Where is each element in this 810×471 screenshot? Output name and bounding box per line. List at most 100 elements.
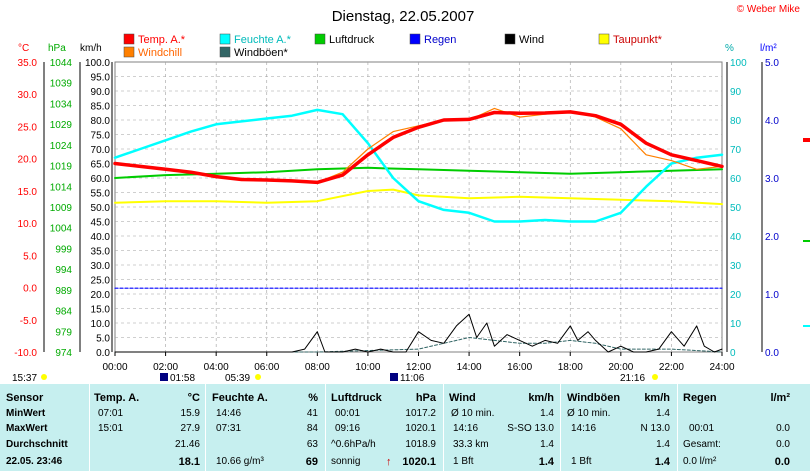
tick-label: 100 bbox=[730, 58, 747, 69]
temp-min-time: 07:01 bbox=[98, 408, 124, 419]
wind-max-time: 14:16 bbox=[453, 423, 479, 434]
temp-max-value: 27.9 bbox=[180, 423, 200, 434]
tick-label: 994 bbox=[55, 265, 72, 276]
legend-swatch bbox=[504, 33, 516, 45]
temp-avg-value: 21.46 bbox=[174, 439, 200, 450]
tick-label: 60.0 bbox=[91, 174, 111, 185]
tick-label: 25.0 bbox=[91, 276, 111, 287]
weather-chart: Dienstag, 22.05.2007 © Weber Mike Temp. … bbox=[12, 4, 810, 384]
tick-label: 50.0 bbox=[91, 203, 111, 214]
press-unit-label: hPa bbox=[48, 43, 66, 54]
tick-label: 974 bbox=[55, 348, 72, 359]
series-feuchte-a bbox=[113, 108, 724, 223]
x-tick-label: 00:00 bbox=[102, 362, 127, 373]
tick-label: 35.0 bbox=[91, 247, 111, 258]
sun-moon-times: 15:37 01:58 05:39 11:06 21:16 bbox=[12, 373, 658, 384]
hum-unit-label: % bbox=[725, 43, 734, 54]
legend-label: Temp. A.* bbox=[138, 34, 186, 46]
tick-label: 999 bbox=[55, 244, 72, 255]
legend-label: Feuchte A.* bbox=[234, 34, 292, 46]
tick-label: 100.0 bbox=[85, 58, 110, 69]
tick-label: 20 bbox=[730, 290, 742, 301]
legend-label: Windböen* bbox=[234, 47, 289, 59]
series-wind bbox=[114, 313, 723, 353]
legend-swatch bbox=[123, 46, 135, 58]
series-luftdruck bbox=[114, 166, 723, 179]
press-min-time: 00:01 bbox=[335, 408, 361, 419]
edge-marker-red bbox=[803, 138, 810, 142]
tick-label: 65.0 bbox=[91, 160, 111, 171]
tick-label: 2.0 bbox=[765, 232, 779, 243]
axis-ticks: 35.0 30.0 25.0 20.0 15.0 10.0 5.0 0.0 -5.0 -10.0 1… bbox=[14, 58, 779, 373]
tick-label: 35.0 bbox=[18, 58, 38, 69]
col-separator bbox=[560, 384, 561, 471]
tick-label: 40.0 bbox=[91, 232, 111, 243]
rain-unit-label: l/m² bbox=[760, 43, 777, 54]
moonrise-icon bbox=[160, 373, 168, 381]
wind-header: Wind bbox=[449, 392, 476, 404]
temp-header: Temp. A. bbox=[94, 392, 140, 404]
tick-label: 1004 bbox=[50, 224, 73, 235]
sunset-icon bbox=[652, 374, 658, 380]
tick-label: -5.0 bbox=[20, 316, 38, 327]
hum-unit: % bbox=[308, 392, 318, 404]
tick-label: 3.0 bbox=[765, 174, 779, 185]
wind-bft: 1 Bft bbox=[453, 456, 474, 467]
col-separator bbox=[205, 384, 206, 471]
edge-marker-cyan bbox=[803, 325, 810, 327]
tick-label: 30.0 bbox=[91, 261, 111, 272]
tick-label: 989 bbox=[55, 286, 72, 297]
sensor-header: Sensor bbox=[6, 392, 44, 404]
x-tick-label: 10:00 bbox=[355, 362, 380, 373]
row-label-min: MinWert bbox=[6, 408, 46, 419]
wind-max-value: S-SO 13.0 bbox=[507, 423, 554, 434]
brand-label: © Weber Mike bbox=[737, 4, 801, 15]
tick-label: 5.0 bbox=[23, 251, 37, 262]
sunset-label: 21:16 bbox=[620, 373, 645, 384]
gust-current-value: 1.4 bbox=[654, 456, 670, 468]
tick-label: 1024 bbox=[50, 141, 73, 152]
summary-table: Sensor MinWert MaxWert Durchschnitt 22.0… bbox=[0, 384, 810, 471]
tick-label: 5.0 bbox=[96, 334, 110, 345]
tick-label: 95.0 bbox=[91, 73, 111, 84]
tick-label: 30 bbox=[730, 261, 742, 272]
wind-avg-value: 1.4 bbox=[540, 439, 554, 450]
rain-total-value: 0.0 bbox=[776, 439, 790, 450]
rain-current-value: 0.0 bbox=[774, 456, 790, 468]
rain-unit: l/m² bbox=[770, 392, 790, 404]
gust-avg-value: 1.4 bbox=[656, 439, 670, 450]
tick-label: 984 bbox=[55, 307, 72, 318]
press-trend: ^0.6hPa/h bbox=[331, 439, 376, 450]
tick-label: 10.0 bbox=[18, 219, 38, 230]
gust-unit: km/h bbox=[644, 392, 670, 404]
tick-label: 85.0 bbox=[91, 102, 111, 113]
tick-label: 5.0 bbox=[765, 58, 779, 69]
chart-series bbox=[113, 107, 724, 353]
gust-header: Windböen bbox=[567, 392, 621, 404]
tick-label: 15.0 bbox=[91, 305, 111, 316]
tick-label: 80 bbox=[730, 116, 742, 127]
tick-label: 979 bbox=[55, 327, 72, 338]
rain-max-value: 0.0 bbox=[776, 423, 790, 434]
col-separator bbox=[443, 384, 444, 471]
tick-label: 1039 bbox=[50, 79, 73, 90]
temp-unit: °C bbox=[187, 392, 200, 404]
x-tick-label: 22:00 bbox=[659, 362, 684, 373]
tick-label: 0.0 bbox=[23, 284, 37, 295]
tick-label: 10 bbox=[730, 319, 742, 330]
series-temp-a bbox=[113, 110, 724, 185]
temp-unit-label: °C bbox=[18, 43, 29, 54]
tick-label: 70 bbox=[730, 145, 742, 156]
tick-label: 0.0 bbox=[765, 348, 779, 359]
press-trend-arrow-icon: ↑ bbox=[386, 456, 392, 468]
col-separator bbox=[89, 384, 90, 471]
press-avg-value: 1018.9 bbox=[405, 439, 436, 450]
temp-current-value: 18.1 bbox=[178, 456, 200, 468]
press-max-time: 09:16 bbox=[335, 423, 361, 434]
tick-label: 1029 bbox=[50, 120, 73, 131]
tick-label: 90 bbox=[730, 87, 742, 98]
legend-label: Regen bbox=[424, 34, 456, 46]
hum-current-value: 69 bbox=[305, 456, 318, 468]
moonset-icon bbox=[390, 373, 398, 381]
tick-label: -10.0 bbox=[14, 348, 37, 359]
